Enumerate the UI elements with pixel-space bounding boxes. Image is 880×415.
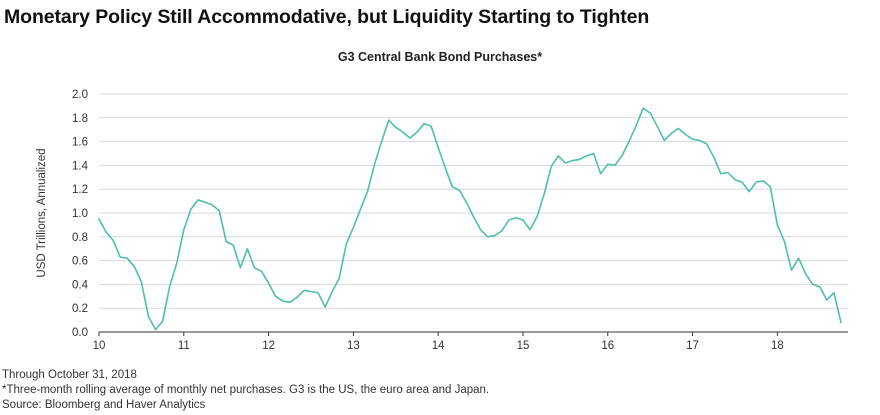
x-tick-label: 17: [686, 340, 699, 352]
footer-date-note: Through October 31, 2018: [2, 369, 137, 381]
line-chart: 0.0 0.2 0.4 0.6 0.8 1.0 1.2 1.4 1.6 1.8 2.0 10 11 12…: [36, 89, 848, 352]
y-tick-label: 0.8: [72, 232, 88, 244]
series-layer: [98, 107, 842, 331]
y-tick-label: 0.0: [72, 327, 88, 339]
y-tick-label: 0.4: [72, 279, 89, 291]
x-tick-label: 10: [93, 340, 106, 352]
y-tick-label: 1.0: [72, 208, 88, 220]
y-tick-label: 2.0: [72, 89, 88, 101]
footer-footnote: *Three-month rolling average of monthly …: [2, 384, 490, 396]
y-tick-label: 1.6: [72, 137, 88, 149]
y-tick-label: 0.2: [72, 303, 88, 315]
x-tick-label: 12: [262, 340, 275, 352]
y-tick-label: 1.2: [72, 184, 88, 196]
gridlines: [99, 93, 848, 309]
x-tick-label: 16: [601, 340, 614, 352]
x-tick-labels: 10 11 12 13 14 15 16 17 18: [93, 340, 784, 352]
axes: [98, 331, 848, 336]
y-tick-label: 0.6: [72, 256, 88, 268]
x-tick-label: 14: [432, 340, 445, 352]
y-tick-label: 1.8: [72, 113, 88, 125]
x-tick-label: 13: [347, 340, 360, 352]
y-axis-label: USD Trillions, Annualized: [36, 148, 48, 277]
series-line: [98, 107, 842, 331]
x-tick-label: 18: [771, 340, 784, 352]
x-tick-label: 11: [178, 340, 190, 352]
y-tick-label: 1.4: [72, 160, 89, 172]
footer-source: Source: Bloomberg and Haver Analytics: [2, 399, 206, 411]
chart-title: G3 Central Bank Bond Purchases*: [337, 50, 543, 64]
page-title: Monetary Policy Still Accommodative, but…: [4, 6, 650, 28]
y-tick-labels: 0.0 0.2 0.4 0.6 0.8 1.0 1.2 1.4 1.6 1.8 2.0: [72, 89, 89, 339]
x-tick-label: 15: [517, 340, 530, 352]
